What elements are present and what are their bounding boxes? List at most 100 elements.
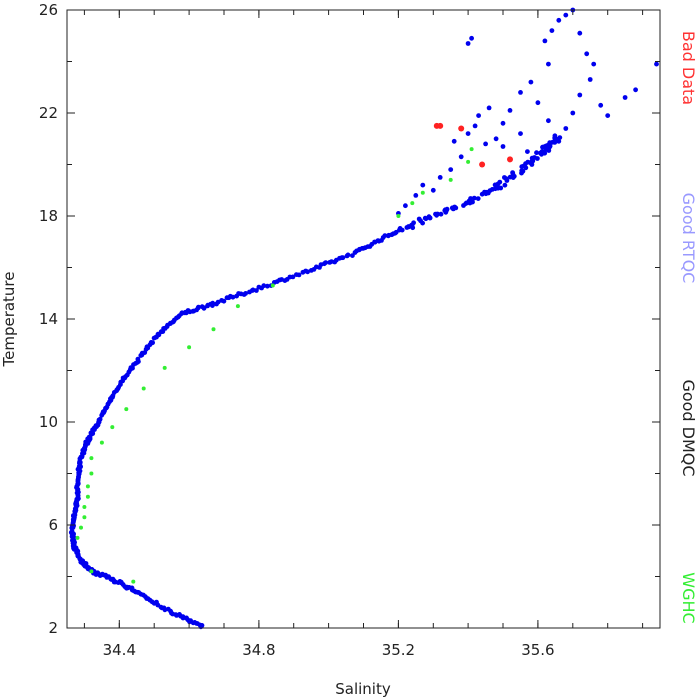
- blue-data-point: [448, 167, 454, 173]
- x-tick-label: 35.2: [382, 641, 415, 659]
- red-data-point: [479, 161, 486, 168]
- legend-item: WGHC: [679, 572, 698, 623]
- x-axis-title: Salinity: [335, 680, 391, 698]
- blue-data-point: [577, 92, 583, 98]
- green-data-point: [131, 579, 136, 584]
- blue-data-point: [542, 38, 548, 44]
- blue-data-point: [557, 135, 563, 141]
- blue-data-point: [546, 118, 551, 124]
- blue-data-point: [518, 131, 523, 137]
- y-tick-label: 18: [39, 207, 58, 225]
- blue-data-point: [547, 143, 553, 149]
- red-data-point: [507, 156, 513, 163]
- green-data-point: [89, 569, 94, 574]
- blue-data-point: [556, 138, 562, 144]
- green-data-point: [110, 425, 115, 430]
- blue-data-point: [458, 154, 464, 160]
- blue-data-point: [97, 416, 103, 422]
- blue-data-point: [399, 227, 405, 233]
- blue-data-point: [591, 61, 597, 67]
- blue-data-point: [605, 113, 611, 118]
- blue-data-point: [471, 195, 477, 201]
- legend-item: Good RTQC: [679, 193, 698, 284]
- blue-data-point: [584, 51, 590, 57]
- blue-data-point: [518, 90, 523, 95]
- green-data-point: [89, 456, 94, 461]
- x-tick-label: 34.4: [103, 641, 136, 659]
- blue-data-point: [465, 131, 471, 137]
- blue-data-point: [196, 304, 201, 310]
- green-data-point: [99, 440, 104, 445]
- blue-data-point: [416, 216, 422, 222]
- green-data-point: [75, 535, 80, 540]
- blue-data-point: [323, 260, 329, 265]
- blue-data-point: [502, 175, 507, 180]
- blue-data-point: [420, 182, 426, 188]
- x-tick-label: 35.6: [521, 641, 554, 659]
- blue-data-point: [528, 79, 534, 85]
- green-data-point: [410, 201, 415, 206]
- blue-data-point: [570, 110, 576, 116]
- blue-data-point: [535, 100, 541, 106]
- blue-data-point: [135, 356, 141, 362]
- blue-data-point: [451, 138, 457, 144]
- blue-data-point: [549, 28, 555, 33]
- blue-data-point: [507, 108, 513, 113]
- green-data-point: [79, 525, 83, 530]
- blue-data-point: [345, 252, 351, 258]
- blue-data-point: [472, 123, 478, 129]
- blue-data-point: [525, 149, 530, 155]
- blue-data-point: [486, 105, 492, 111]
- blue-data-point: [426, 214, 432, 220]
- green-data-point: [469, 147, 474, 152]
- blue-data-point: [469, 35, 474, 41]
- blue-data-point: [433, 211, 438, 217]
- green-data-point: [448, 177, 453, 182]
- red-data-point: [437, 122, 444, 129]
- blue-data-point: [221, 298, 227, 304]
- legend: Bad Data Good RTQC Good DMQC WGHC: [679, 31, 698, 624]
- y-axis-title: Temperature: [0, 271, 18, 367]
- blue-data-point: [633, 87, 638, 93]
- y-tick-label: 22: [39, 104, 58, 122]
- blue-data-point: [444, 206, 450, 212]
- blue-data-point: [483, 141, 488, 147]
- blue-data-point: [403, 203, 408, 209]
- x-tick-label: 34.8: [242, 641, 275, 659]
- blue-data-point: [265, 283, 270, 289]
- blue-data-point: [296, 272, 302, 278]
- y-tick-label: 10: [39, 413, 58, 431]
- green-data-point: [141, 386, 146, 391]
- plot-points: [68, 7, 659, 630]
- blue-data-point: [230, 294, 236, 300]
- blue-data-point: [482, 189, 487, 195]
- blue-data-point: [210, 300, 216, 306]
- green-data-point: [235, 304, 240, 309]
- blue-data-point: [543, 143, 549, 149]
- green-data-point: [89, 471, 94, 476]
- blue-data-point: [438, 211, 444, 217]
- green-data-point: [187, 345, 192, 350]
- green-data-point: [85, 494, 90, 499]
- blue-data-point: [411, 220, 416, 226]
- green-data-point: [466, 159, 471, 164]
- y-tick-label: 26: [39, 1, 58, 19]
- blue-data-point: [437, 175, 443, 180]
- blue-data-point: [475, 196, 481, 202]
- blue-data-point: [497, 179, 503, 185]
- y-tick-label: 6: [48, 516, 58, 534]
- blue-data-point: [552, 133, 558, 139]
- blue-data-point: [382, 233, 388, 239]
- green-data-point: [85, 484, 90, 489]
- blue-data-point: [290, 274, 296, 280]
- green-data-point: [420, 190, 425, 195]
- blue-data-point: [305, 269, 310, 275]
- green-data-point: [82, 505, 87, 509]
- blue-data-point: [261, 283, 267, 289]
- blue-data-point: [422, 215, 428, 221]
- blue-data-point: [130, 365, 135, 371]
- y-tick-label: 14: [39, 310, 58, 328]
- axis-ticks: [67, 9, 660, 629]
